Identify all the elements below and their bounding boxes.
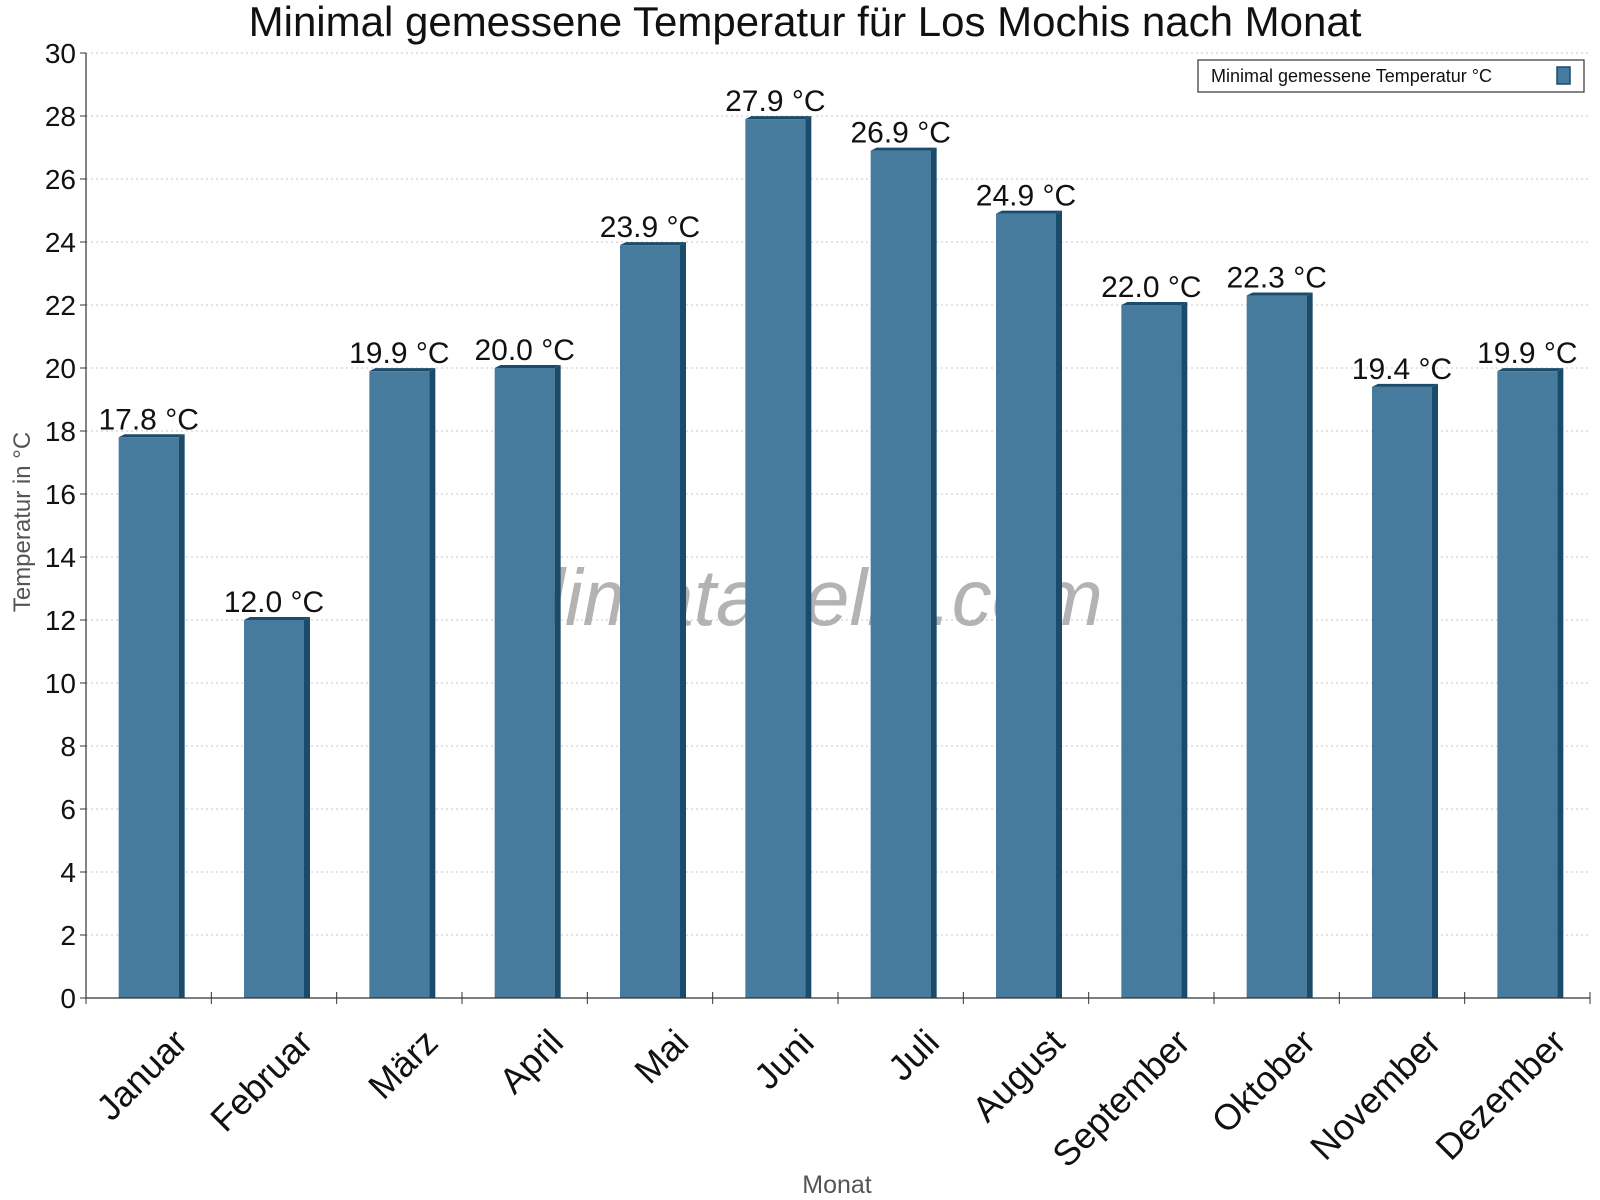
bar-side	[1306, 292, 1313, 998]
bar-value-label: 19.9 °C	[349, 337, 449, 370]
x-tick-label: März	[360, 1021, 446, 1107]
bar	[244, 620, 304, 998]
legend-swatch	[1556, 66, 1571, 85]
bar-top	[1497, 368, 1564, 372]
x-tick-label: Juli	[880, 1021, 947, 1088]
bar-side	[1181, 302, 1188, 998]
bar-top	[870, 147, 937, 151]
bar-side	[1056, 210, 1062, 998]
x-tick-label: Mai	[626, 1021, 696, 1091]
bar-top	[996, 210, 1062, 214]
bar-value-label: 22.3 °C	[1226, 262, 1326, 295]
bar-value-label: 23.9 °C	[600, 211, 700, 244]
bar-top	[745, 116, 812, 120]
y-tick-label: 22	[45, 290, 76, 321]
bar-value-label: 19.4 °C	[1352, 353, 1452, 386]
bar-value-label: 17.8 °C	[98, 403, 198, 436]
bar-side	[429, 368, 436, 998]
bar-side	[554, 365, 561, 998]
y-tick-label: 24	[45, 227, 76, 258]
x-axis-label: Monat	[802, 1171, 872, 1199]
bar	[369, 371, 430, 998]
bar-value-label: 27.9 °C	[725, 85, 825, 118]
x-tick-label: Februar	[202, 1021, 320, 1139]
bar	[745, 119, 806, 998]
y-tick-label: 12	[45, 605, 76, 636]
chart-title: Minimal gemessene Temperatur für Los Moc…	[249, 0, 1362, 45]
y-tick-label: 4	[60, 857, 76, 888]
legend-box	[1197, 59, 1585, 93]
bar-top	[494, 365, 561, 368]
y-tick-label: 0	[60, 983, 76, 1014]
bar-value-labels: 17.8 °C 12.0 °C 19.9 °C 20.0 °C 23.9 °C 27.9 …	[98, 85, 1577, 619]
y-tick-label: 8	[60, 731, 76, 762]
axes	[80, 52, 1591, 1004]
bar	[996, 213, 1056, 998]
legend-label: Minimal gemessene Temperatur °C	[1211, 66, 1492, 86]
bar	[494, 368, 555, 998]
bar-side	[1432, 383, 1438, 998]
bar	[870, 150, 931, 998]
x-tick-label: Dezember	[1427, 1021, 1573, 1167]
x-tick-label: April	[491, 1021, 571, 1101]
bars	[118, 116, 1564, 998]
y-tick-label: 16	[45, 479, 76, 510]
x-tick-label: September	[1044, 1021, 1198, 1175]
y-tick-label: 26	[45, 164, 76, 195]
x-tick-labels: Januar Februar März April Mai Juni Juli AugustS…	[88, 1021, 1574, 1175]
x-tick-label: August	[964, 1021, 1072, 1129]
bar-top	[620, 242, 686, 246]
bar	[1121, 305, 1182, 998]
y-tick-label: 30	[45, 38, 76, 69]
bar	[1372, 386, 1432, 998]
bar-top	[118, 434, 185, 438]
y-tick-label: 20	[45, 353, 76, 384]
x-tick-label: Juni	[746, 1021, 822, 1097]
y-tick-label: 28	[45, 101, 76, 132]
bar	[620, 245, 680, 998]
bar-side	[304, 617, 310, 998]
x-tick-label: Oktober	[1203, 1021, 1323, 1141]
bar-side	[178, 434, 185, 998]
bar-value-label: 24.9 °C	[976, 180, 1076, 213]
bar-top	[1121, 302, 1188, 305]
bar-top	[1372, 383, 1438, 387]
x-tick-label: November	[1302, 1021, 1448, 1167]
bar	[118, 437, 179, 998]
y-tick-label: 2	[60, 920, 76, 951]
bar-side	[680, 242, 686, 998]
y-tick-label: 6	[60, 794, 76, 825]
bar	[1497, 371, 1558, 998]
legend: Minimal gemessene Temperatur °C	[1197, 59, 1585, 93]
bar-side	[930, 147, 937, 998]
y-axis-label: Temperatur in °C	[9, 432, 36, 612]
grid-lines	[86, 52, 1590, 936]
bar-top	[1246, 292, 1313, 296]
bar-value-label: 12.0 °C	[224, 586, 324, 619]
bar-value-label: 19.9 °C	[1477, 337, 1577, 370]
bar-side	[1557, 368, 1564, 998]
bar-value-label: 20.0 °C	[474, 334, 574, 367]
y-tick-label: 10	[45, 668, 76, 699]
bar-value-label: 26.9 °C	[850, 117, 950, 150]
x-tick-label: Januar	[88, 1021, 195, 1128]
bar-top	[369, 368, 436, 372]
y-tick-label: 14	[45, 542, 76, 573]
y-tick-label: 18	[45, 416, 76, 447]
bar	[1246, 295, 1307, 998]
bar-value-label: 22.0 °C	[1101, 271, 1201, 304]
bar-side	[805, 116, 812, 998]
bar-top	[244, 617, 310, 620]
